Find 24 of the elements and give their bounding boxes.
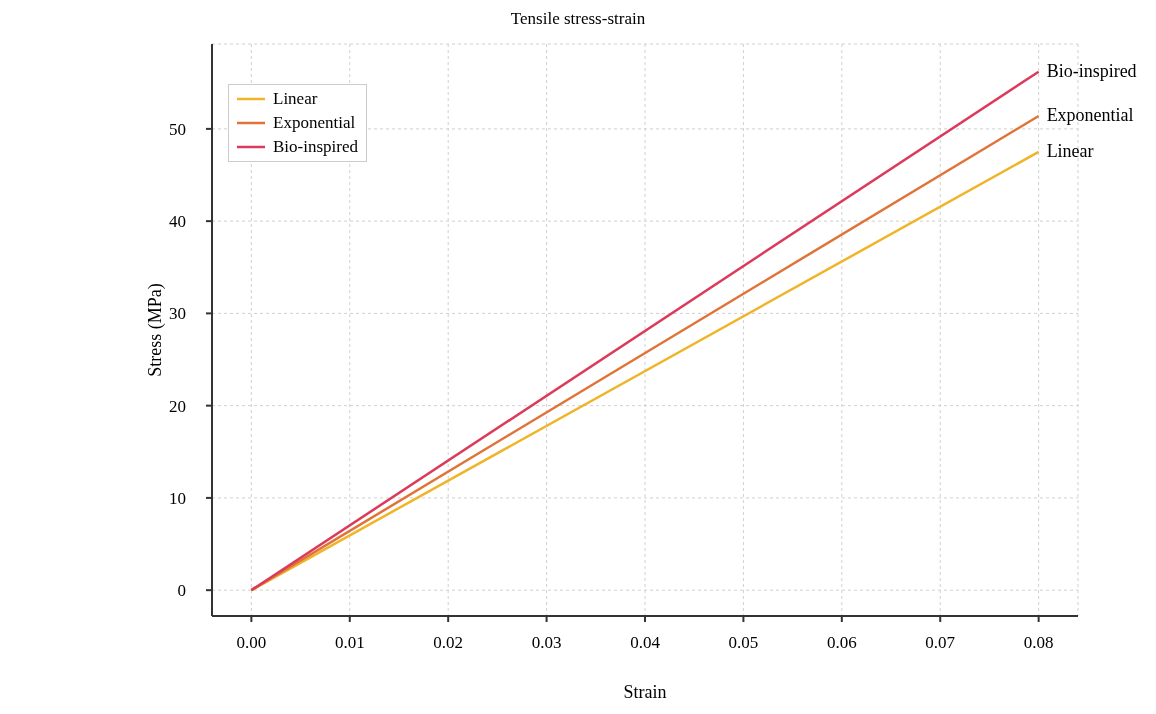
x-tick-label: 0.07	[925, 633, 956, 653]
text: Exponential	[1046, 104, 1134, 125]
y-tick-label: 0	[177, 581, 186, 601]
y-tick-label: 10	[169, 488, 186, 508]
x-tick-label: 0.05	[728, 633, 759, 653]
legend-label: Bio-inspired	[273, 136, 358, 158]
chart-title: Tensile stress-strain	[509, 8, 647, 30]
x-tick-label: 0.00	[236, 633, 267, 653]
x-tick-label: 0.01	[334, 633, 365, 653]
x-tick-label: 0.04	[630, 633, 661, 653]
x-tick-label: 0.02	[433, 633, 464, 653]
x-tick-label: 0.06	[826, 633, 857, 653]
y-tick-label: 50	[169, 119, 186, 139]
text: Linear	[1046, 140, 1094, 161]
y-axis-title: Stress (MPa)	[145, 283, 167, 377]
text: Bio-inspired	[1046, 60, 1137, 81]
y-tick-label: 30	[169, 304, 186, 324]
legend-label: Exponential	[273, 112, 356, 134]
x-tick-label: 0.03	[531, 633, 562, 653]
y-tick-label: 40	[169, 212, 186, 232]
x-tick-label: 0.08	[1023, 633, 1054, 653]
y-tick-label: 20	[169, 396, 186, 416]
x-axis-title: Strain	[623, 682, 667, 702]
legend-label: Linear	[273, 88, 318, 110]
